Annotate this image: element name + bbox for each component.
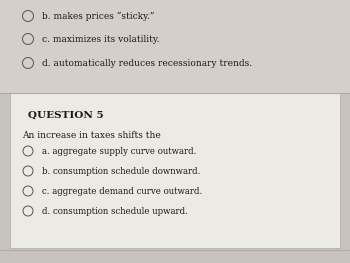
Text: d. automatically reduces recessionary trends.: d. automatically reduces recessionary tr… (42, 58, 252, 68)
Text: An increase in taxes shifts the: An increase in taxes shifts the (22, 130, 161, 139)
FancyBboxPatch shape (0, 0, 350, 93)
Text: c. aggregate demand curve outward.: c. aggregate demand curve outward. (42, 186, 202, 195)
Text: b. makes prices “sticky.”: b. makes prices “sticky.” (42, 11, 154, 21)
Text: b. consumption schedule downward.: b. consumption schedule downward. (42, 166, 200, 175)
Text: a. aggregate supply curve outward.: a. aggregate supply curve outward. (42, 146, 196, 155)
Text: c. maximizes its volatility.: c. maximizes its volatility. (42, 34, 160, 43)
Text: QUESTION 5: QUESTION 5 (28, 110, 104, 119)
FancyBboxPatch shape (10, 93, 340, 248)
Text: d. consumption schedule upward.: d. consumption schedule upward. (42, 206, 188, 215)
